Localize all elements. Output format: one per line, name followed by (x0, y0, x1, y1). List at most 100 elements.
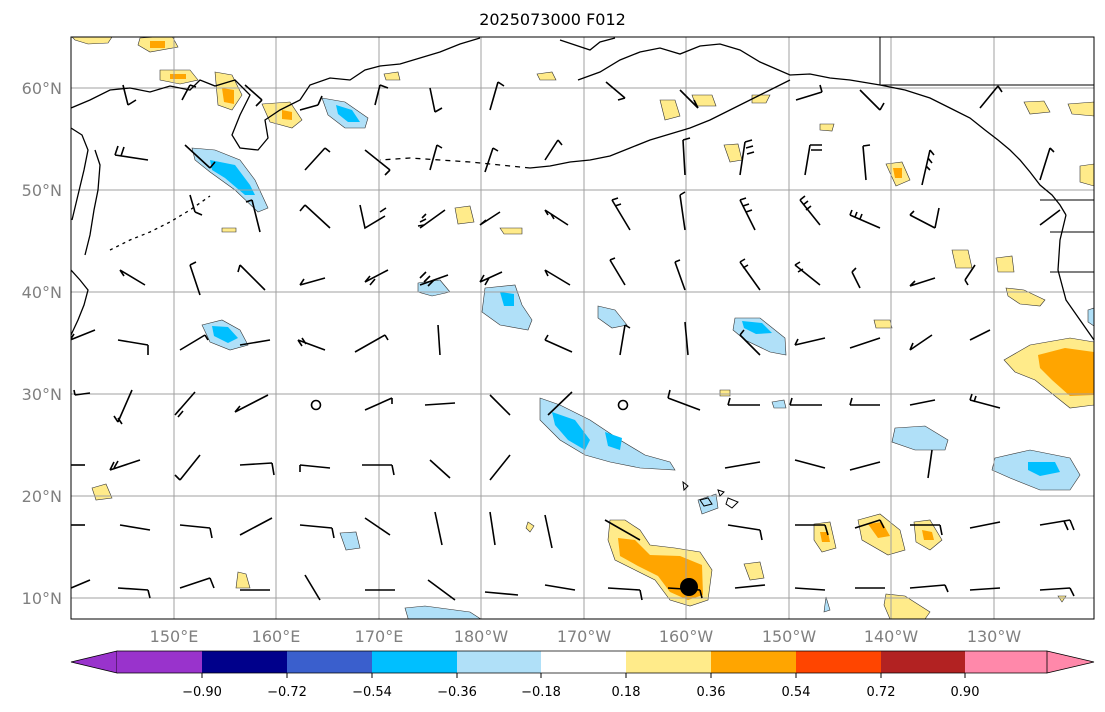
colorbar-segment (457, 651, 541, 673)
positive-anomaly-area (454, 205, 475, 225)
positive-anomaly-area (536, 71, 557, 81)
wind-barb (789, 397, 822, 406)
coastline-asia (71, 37, 481, 151)
calm-wind-marker (617, 399, 629, 411)
negative-anomaly-area (891, 425, 949, 451)
wind-barb (181, 84, 197, 101)
lon-label: 170°W (557, 627, 612, 646)
map-plot-area (71, 37, 1094, 619)
map-title: 2025073000 F012 (479, 10, 626, 29)
wind-barb (71, 329, 96, 341)
lon-label: 150°W (762, 627, 817, 646)
positive-anomaly-area (819, 123, 835, 132)
wind-barb (909, 399, 936, 406)
wind-barb (969, 329, 991, 341)
wind-barb (179, 577, 215, 589)
wind-barb (604, 519, 641, 541)
wind-barb (611, 197, 631, 231)
wind-barb (71, 579, 91, 589)
wind-barb (734, 584, 766, 589)
colorbar-segment (796, 651, 881, 673)
border-line (879, 37, 1094, 273)
positive-anomaly-area (743, 561, 765, 581)
colorbar-segment (541, 651, 626, 673)
wind-barb (424, 402, 456, 406)
wind-barb (489, 81, 505, 111)
wind-barb (429, 87, 443, 113)
positive-anomaly-area (71, 37, 113, 45)
wind-barb (122, 84, 137, 106)
colorbar: −0.90 −0.72 −0.54 −0.36 −0.18 0.18 0.36 … (70, 650, 1095, 700)
wind-barb (682, 137, 691, 176)
negative-anomaly-area (339, 531, 361, 551)
wind-barb (484, 591, 519, 596)
wind-barb (119, 269, 146, 286)
wind-barb (184, 144, 216, 169)
colorbar-label: −0.90 (182, 685, 222, 700)
colorbar-segment (202, 651, 287, 673)
negative-anomaly-area (404, 605, 482, 619)
positive-anomaly-core (922, 530, 934, 540)
positive-anomaly-core (222, 88, 234, 104)
positive-anomaly-core (170, 74, 186, 79)
colorbar-label: 0.36 (697, 685, 726, 700)
wind-barb (979, 85, 1003, 109)
lon-label: 170°E (355, 627, 404, 646)
wind-barb (795, 524, 829, 536)
wind-barb (679, 89, 699, 109)
colorbar-label: −0.54 (352, 685, 392, 700)
wind-barb (794, 337, 826, 346)
positive-anomaly-area (719, 389, 731, 397)
wind-barb (605, 81, 626, 101)
wind-barb (299, 277, 326, 286)
lon-label: 160°E (252, 627, 301, 646)
wind-barb (437, 324, 441, 356)
wind-barb (1039, 587, 1075, 597)
positive-anomaly-area (221, 227, 237, 233)
wind-barb (244, 84, 263, 107)
wind-barb (859, 89, 885, 111)
wind-barb (969, 587, 1001, 591)
wind-barb (359, 204, 387, 230)
wind-barb (364, 269, 389, 286)
lat-label: 20°N (22, 487, 62, 506)
lat-label: 40°N (22, 283, 62, 302)
positive-anomaly-area (91, 483, 113, 501)
wind-barb (927, 449, 933, 479)
wind-barb (354, 334, 389, 353)
positive-anomaly-area (235, 571, 251, 589)
wind-barb (544, 334, 573, 353)
wind-barb (544, 139, 563, 161)
lat-labels: 10°N 20°N 30°N 40°N 50°N 60°N (22, 79, 62, 608)
wind-barb (544, 269, 571, 286)
positive-anomaly-area (383, 71, 401, 81)
positive-anomaly-area (1023, 100, 1051, 115)
wind-barb (299, 464, 331, 472)
hawaiian-islands (682, 480, 739, 509)
wind-barb (739, 329, 761, 356)
wind-barb (969, 393, 1001, 409)
positive-anomaly-core (282, 110, 292, 120)
calm-wind-marker (310, 399, 322, 411)
coastline-japan (71, 269, 89, 336)
wind-barb (239, 517, 273, 536)
wind-barb (854, 519, 885, 529)
wind-barb (609, 257, 626, 286)
negative-anomaly-areas (191, 97, 1094, 619)
wind-barb (364, 149, 391, 176)
wind-barb (489, 454, 511, 481)
lon-label: 160°W (659, 627, 714, 646)
colorbar-segment (965, 651, 1047, 673)
colorbar-segment (626, 651, 711, 673)
wind-barb (189, 261, 201, 296)
wind-barb (794, 261, 821, 286)
negative-anomaly-core (552, 412, 590, 450)
lat-label: 30°N (22, 385, 62, 404)
positive-anomaly-area (883, 593, 931, 619)
lon-label: 140°W (864, 627, 919, 646)
positive-anomaly-area (1005, 287, 1046, 307)
wind-barb (489, 394, 511, 416)
coastline-aleutians (379, 157, 531, 169)
colorbar-segment (372, 651, 457, 673)
wind-barb (727, 524, 763, 541)
